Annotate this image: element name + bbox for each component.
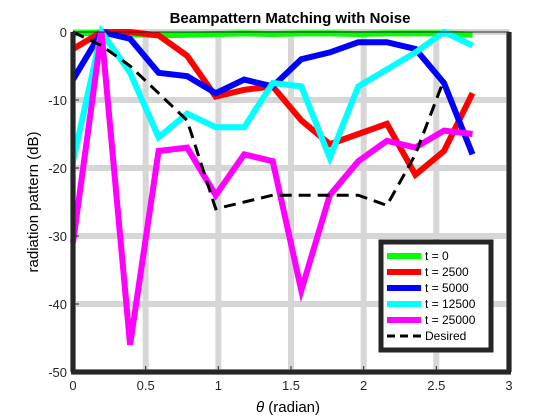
x-tick-label-4: 2 [360, 378, 367, 393]
legend-box [378, 239, 494, 353]
series-line-2 [70, 28, 476, 156]
y-tick-label-2: -20 [48, 161, 67, 176]
legend-label-4: t = 25000 [425, 313, 476, 327]
y-tick-label-0: 0 [60, 25, 67, 40]
legend-label-5: Desired [425, 329, 466, 343]
x-tick-label-3: 1.5 [282, 378, 300, 393]
legend-label-0: t = 0 [425, 249, 449, 263]
x-tick-label-1: 0.5 [137, 378, 155, 393]
x-tick-label-5: 2.5 [427, 378, 445, 393]
y-tick-label-5: -50 [48, 365, 67, 380]
y-tick-label-1: -10 [48, 93, 67, 108]
legend-label-3: t = 12500 [425, 297, 476, 311]
y-tick-label-4: -40 [48, 297, 67, 312]
tick-labels: 0 0.5 1 1.5 2 2.5 3 0 -10 -20 -30 -40 -50 [48, 25, 512, 393]
x-axis-label-text: (radian) [264, 399, 320, 416]
series-line-4 [70, 31, 473, 346]
series-layer [70, 24, 476, 346]
legend: t = 0 t = 2500 t = 5000 t = 12500 t = 25000 D… [378, 239, 494, 353]
series-line-3 [70, 24, 474, 166]
chart-title: Beampattern Matching with Noise [170, 10, 411, 27]
y-tick-label-3: -30 [48, 229, 67, 244]
x-tick-label-0: 0 [69, 378, 76, 393]
x-tick-label-2: 1 [215, 378, 222, 393]
x-tick-label-6: 3 [505, 378, 512, 393]
x-axis-label: θ (radian) [256, 399, 320, 416]
legend-label-2: t = 5000 [425, 281, 469, 295]
legend-label-1: t = 2500 [425, 265, 469, 279]
x-axis-label-symbol: θ [256, 399, 264, 416]
ticks [72, 31, 510, 373]
y-axis-label: radiation pattern (dB) [25, 132, 42, 273]
series-line-5 [72, 30, 446, 211]
